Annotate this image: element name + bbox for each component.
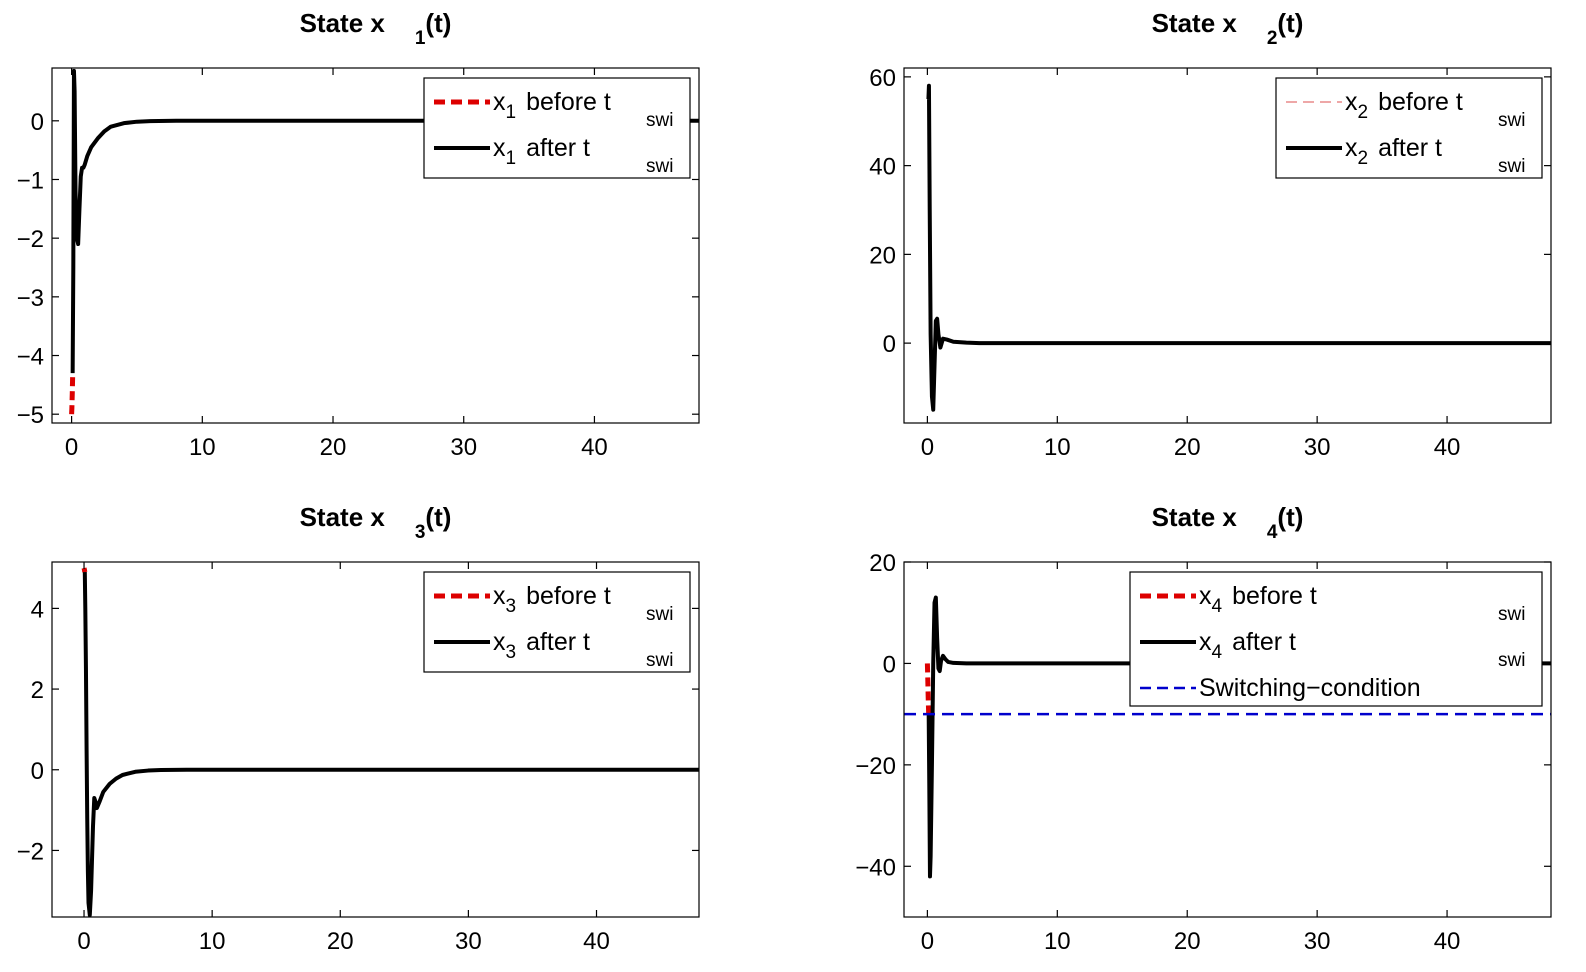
x-tick-label: 0 (65, 434, 78, 461)
x-tick-label: 20 (1174, 928, 1201, 955)
x-tick-label: 0 (921, 434, 934, 461)
x-tick-label: 0 (77, 928, 90, 955)
axes-box (903, 561, 1552, 918)
chart-title: State x2(t) (1152, 8, 1304, 49)
x-tick-label: 10 (1044, 434, 1071, 461)
series-line-x1-before-tswi (69, 376, 76, 415)
axes-box (51, 561, 700, 918)
y-tick-label: −1 (17, 167, 44, 194)
y-tick-label: −2 (17, 226, 44, 253)
y-tick-label: −3 (17, 285, 44, 312)
series-line-x3-after-tswi (82, 572, 699, 917)
y-tick-label: −2 (17, 838, 44, 865)
y-tick-label: 20 (869, 550, 896, 577)
x-tick-label: 0 (921, 928, 934, 955)
x-tick-label: 20 (1174, 434, 1201, 461)
x-tick-label: 30 (1304, 928, 1331, 955)
legend-entry-label: x1 before tswi (493, 88, 673, 131)
y-tick-label: −40 (855, 854, 896, 881)
legend-entry-label: x2 after tswi (1345, 134, 1525, 177)
series-line-x4-before-tswi (924, 663, 932, 715)
chart-title: State x4(t) (1152, 502, 1304, 543)
legend-entry-label: x4 after tswi (1199, 628, 1525, 671)
legend-entry-label: Switching−condition (1199, 674, 1421, 702)
legend-entry-label: x3 before tswi (493, 582, 673, 625)
chart-panel-4: State x4(t) 0 10 20 30 40 20 0 −20 −40 x4 before ts… (855, 502, 1552, 955)
x-tick-label: 40 (583, 928, 610, 955)
legend-entry-label: x2 before tswi (1345, 88, 1525, 131)
legend-entry-label: x3 after tswi (493, 628, 673, 671)
x-tick-label: 30 (1304, 434, 1331, 461)
y-tick-label: 20 (869, 242, 896, 269)
y-tick-label: −4 (17, 344, 44, 371)
x-tick-label: 30 (450, 434, 477, 461)
series-line-x2-after-tswi (926, 83, 1551, 412)
y-tick-label: 4 (31, 596, 44, 623)
x-tick-label: 10 (199, 928, 226, 955)
x-tick-label: 40 (581, 434, 608, 461)
series-line-x4-after-tswi (926, 595, 1551, 879)
y-tick-label: −20 (855, 753, 896, 780)
axes-box (903, 67, 1552, 424)
y-tick-label: 60 (869, 65, 896, 92)
x-tick-label: 30 (455, 928, 482, 955)
y-tick-label: 2 (31, 677, 44, 704)
axes-box (51, 67, 700, 424)
chart-title: State x3(t) (300, 502, 452, 543)
y-tick-label: −5 (17, 402, 44, 429)
series-line-x1-after-tswi (70, 68, 699, 374)
x-tick-label: 40 (1434, 434, 1461, 461)
y-tick-label: 0 (31, 109, 44, 136)
chart-panel-1: State x1(t) 0 10 20 30 40 0 −1 −2 −3 −4 −5 x1 before … (17, 8, 700, 461)
x-tick-label: 40 (1434, 928, 1461, 955)
y-tick-label: 0 (883, 331, 896, 358)
x-tick-label: 20 (327, 928, 354, 955)
y-tick-label: 0 (883, 651, 896, 678)
x-tick-label: 10 (189, 434, 216, 461)
legend-entry-label: x4 before tswi (1199, 582, 1525, 625)
chart-title: State x1(t) (300, 8, 452, 49)
x-tick-label: 20 (320, 434, 347, 461)
legend-entry-label: x1 after tswi (493, 134, 673, 177)
y-tick-label: 40 (869, 154, 896, 181)
x-tick-label: 10 (1044, 928, 1071, 955)
y-tick-label: 0 (31, 758, 44, 785)
chart-panel-2: State x2(t) 0 10 20 30 40 60 40 20 0 x2 before tswi… (869, 8, 1552, 461)
